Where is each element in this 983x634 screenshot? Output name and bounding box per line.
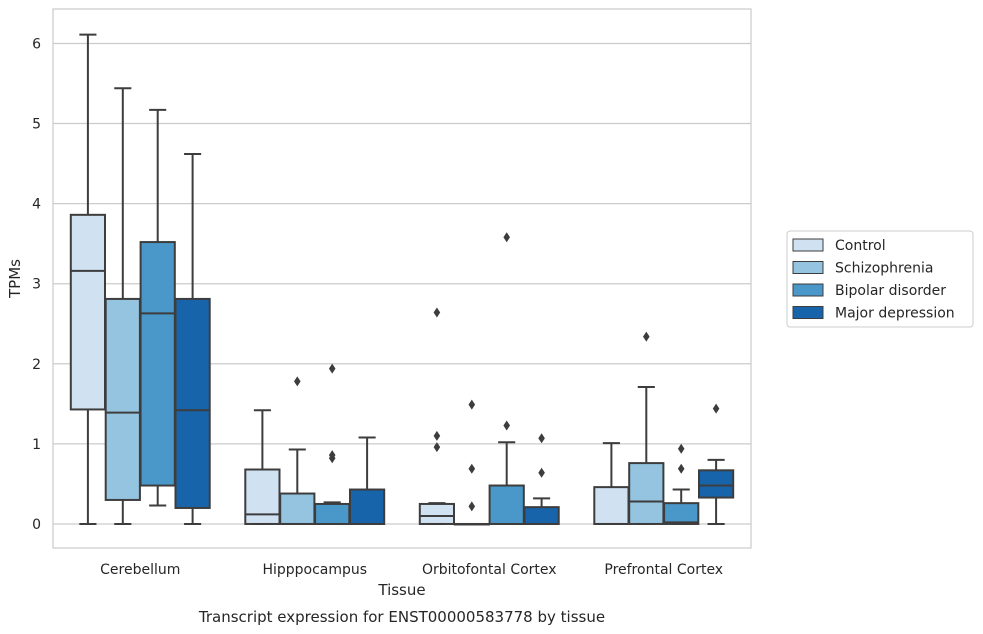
outlier-point bbox=[328, 363, 336, 374]
outlier-point bbox=[468, 501, 476, 512]
y-tick-label: 3 bbox=[32, 277, 41, 293]
outlier-point bbox=[468, 463, 476, 474]
outlier-point bbox=[677, 463, 685, 474]
legend-label: Bipolar disorder bbox=[835, 283, 946, 299]
box bbox=[314, 502, 351, 525]
chart-caption: Transcript expression for ENST0000058377… bbox=[198, 608, 605, 626]
box bbox=[279, 492, 316, 525]
outlier-point bbox=[538, 467, 545, 478]
plot-frame bbox=[52, 8, 752, 549]
box bbox=[348, 488, 386, 525]
box bbox=[593, 486, 630, 525]
series-bipolar-disorder bbox=[139, 108, 700, 525]
box bbox=[174, 297, 211, 509]
x-tick-label: Cerebellum bbox=[100, 562, 180, 578]
y-tick-label: 0 bbox=[32, 517, 41, 533]
legend-swatch bbox=[792, 283, 824, 297]
outlier-point bbox=[294, 376, 301, 387]
outlier-point bbox=[677, 443, 685, 454]
outlier-point bbox=[503, 232, 510, 243]
box bbox=[69, 213, 107, 411]
x-tick-label: Prefrontal Cortex bbox=[604, 562, 723, 578]
legend-label: Schizophrenia bbox=[835, 261, 933, 277]
outlier-point bbox=[328, 450, 336, 461]
box bbox=[697, 469, 735, 499]
y-tick-label: 4 bbox=[32, 197, 41, 213]
y-tick-labels: 0 1 2 3 4 5 6 bbox=[32, 36, 41, 533]
legend-swatch bbox=[792, 306, 824, 319]
y-tick-label: 5 bbox=[32, 117, 41, 133]
outlier-point bbox=[468, 399, 476, 410]
box bbox=[104, 297, 141, 501]
x-axis-title: Tissue bbox=[377, 581, 425, 599]
y-tick-label: 2 bbox=[32, 357, 41, 373]
boxes bbox=[69, 33, 735, 526]
legend-frame bbox=[786, 230, 974, 328]
outlier-point bbox=[433, 442, 441, 453]
outlier-point bbox=[433, 430, 441, 441]
box bbox=[418, 502, 456, 525]
x-tick-label: Hipppocampus bbox=[262, 562, 367, 578]
x-tick-label: Orbitofontal Cortex bbox=[422, 562, 557, 578]
box bbox=[488, 484, 525, 525]
legend-label: Control bbox=[835, 238, 886, 254]
box bbox=[523, 506, 560, 525]
box bbox=[139, 241, 176, 487]
y-tick-label: 1 bbox=[32, 437, 41, 453]
outlier-point bbox=[503, 420, 510, 431]
x-tick-labels: Cerebellum Hipppocampus Orbitofontal Corte… bbox=[100, 562, 723, 578]
series-major-depression bbox=[174, 152, 735, 525]
legend-label: Major depression bbox=[835, 306, 955, 322]
outlier-point bbox=[712, 403, 720, 414]
box bbox=[244, 468, 281, 525]
y-tick-label: 6 bbox=[32, 36, 41, 52]
y-axis-title: TPMs bbox=[6, 259, 24, 299]
outlier-point bbox=[643, 331, 650, 342]
box bbox=[628, 462, 665, 525]
legend-swatch bbox=[792, 238, 824, 252]
outlier-point bbox=[433, 307, 441, 318]
box bbox=[663, 502, 700, 525]
legend: Control Schizophrenia Bipolar disorder Majo… bbox=[786, 230, 974, 328]
legend-swatch bbox=[792, 261, 824, 274]
outlier-point bbox=[538, 433, 545, 444]
